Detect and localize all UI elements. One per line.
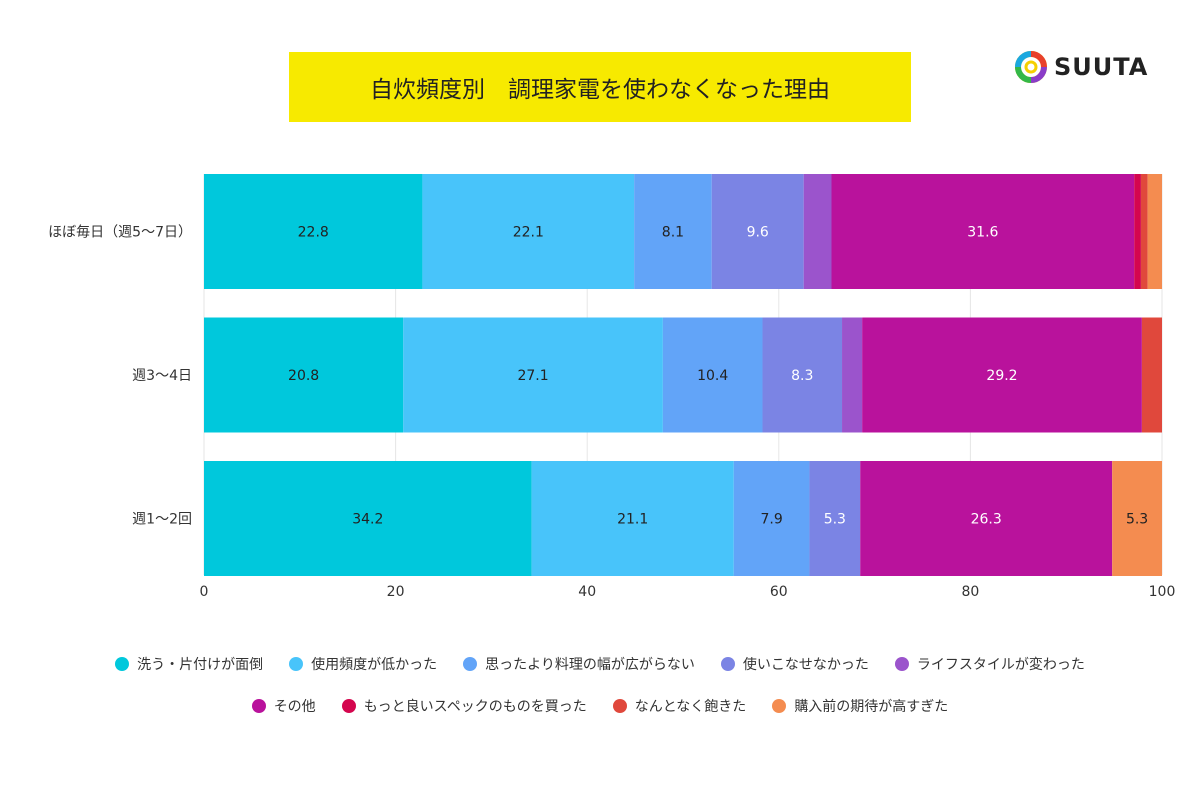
- bar-segment: [204, 317, 404, 433]
- legend-item: ライフスタイルが変わった: [894, 654, 1085, 674]
- legend-swatch: [341, 699, 356, 713]
- bar-segment: [1141, 317, 1162, 433]
- bar-segment: [831, 174, 1135, 289]
- bar-segment: [662, 317, 763, 433]
- legend-label: その他: [273, 699, 316, 715]
- legend-swatch: [115, 657, 130, 671]
- legend-item: その他: [251, 696, 316, 716]
- legend-item: 思ったより料理の幅が広がらない: [463, 654, 695, 674]
- legend-item: 使いこなせなかった: [720, 654, 869, 674]
- legend-label: 使いこなせなかった: [742, 657, 869, 673]
- bar-segment: [711, 174, 804, 289]
- data-label: 21.1: [617, 512, 648, 528]
- legend-item: もっと良いスペックのものを買った: [341, 696, 587, 716]
- bar-segment: [842, 317, 863, 433]
- legend-row-1: 洗う・片付けが面倒 使用頻度が低かった 思ったより料理の幅が広がらない 使いこなせなか…: [0, 654, 1200, 674]
- category-label: 週1〜2回: [132, 512, 192, 528]
- legend-label: 洗う・片付けが面倒: [137, 657, 264, 673]
- legend-swatch: [772, 699, 787, 713]
- bar-segment: [862, 317, 1142, 433]
- data-label: 9.6: [747, 225, 769, 241]
- legend-swatch: [894, 657, 909, 671]
- legend-swatch: [720, 657, 735, 671]
- legend-label: 購入前の期待が高すぎた: [794, 699, 949, 715]
- category-label: 週3〜4日: [132, 368, 192, 384]
- data-label: 8.1: [662, 225, 684, 241]
- bar-segment: [204, 174, 423, 289]
- bar-segment: [1112, 461, 1162, 576]
- category-label: ほぼ毎日（週5〜7日）: [48, 225, 192, 241]
- legend-label: 使用頻度が低かった: [311, 657, 438, 673]
- logo-ring-icon: [1015, 51, 1047, 83]
- data-label: 22.1: [513, 225, 544, 241]
- legend-swatch: [612, 699, 627, 713]
- data-label: 10.4: [697, 368, 728, 384]
- legend-swatch: [251, 699, 266, 713]
- x-tick-label: 80: [961, 584, 979, 600]
- legend-swatch: [289, 657, 304, 671]
- legend-swatch: [463, 657, 478, 671]
- x-tick-label: 0: [200, 584, 209, 600]
- bar-segment: [422, 174, 635, 289]
- legend-item: 購入前の期待が高すぎた: [772, 696, 948, 716]
- bar-segment: [1140, 174, 1148, 289]
- data-label: 7.9: [760, 512, 782, 528]
- bar-segment: [1134, 174, 1141, 289]
- x-tick-label: 40: [578, 584, 596, 600]
- bar-segment: [531, 461, 734, 576]
- logo: SUUTA: [1014, 50, 1148, 84]
- bar-segment: [733, 461, 810, 576]
- bar-segment: [204, 461, 532, 576]
- chart-title: 自炊頻度別 調理家電を使わなくなった理由: [289, 52, 911, 122]
- bar-segment: [403, 317, 663, 433]
- data-label: 5.3: [824, 512, 846, 528]
- legend-item: 洗う・片付けが面倒: [115, 654, 263, 674]
- logo-text: SUUTA: [1054, 53, 1149, 81]
- legend-item: 使用頻度が低かった: [289, 654, 437, 674]
- legend-label: もっと良いスペックのものを買った: [363, 699, 587, 715]
- data-label: 27.1: [517, 368, 548, 384]
- bar-chart: 0 20 40 60 80 100 ほぼ毎日（週5〜7日） 22.8 22.1 8.1 9.6 31.…: [48, 174, 1176, 600]
- bar-segment: [1147, 174, 1162, 289]
- legend-label: 思ったより料理の幅が広がらない: [485, 657, 695, 673]
- bar-segment: [634, 174, 712, 289]
- legend-row-2: その他 もっと良いスペックのものを買った なんとなく飽きた 購入前の期待が高すぎた: [0, 696, 1200, 716]
- bar-segment: [803, 174, 832, 289]
- data-label: 29.2: [986, 368, 1017, 384]
- data-label: 31.6: [967, 225, 998, 241]
- legend-item: なんとなく飽きた: [612, 696, 747, 716]
- bar-segment: [860, 461, 1113, 576]
- x-tick-label: 20: [387, 584, 405, 600]
- data-label: 5.3: [1126, 512, 1148, 528]
- data-label: 26.3: [971, 512, 1002, 528]
- x-tick-label: 60: [770, 584, 788, 600]
- legend-label: ライフスタイルが変わった: [916, 657, 1085, 673]
- data-label: 34.2: [352, 512, 383, 528]
- data-label: 20.8: [288, 368, 319, 384]
- bar-segment: [762, 317, 843, 433]
- data-label: 22.8: [298, 225, 329, 241]
- legend-label: なんとなく飽きた: [634, 699, 747, 715]
- x-tick-label: 100: [1149, 584, 1176, 600]
- data-label: 8.3: [791, 368, 813, 384]
- bar-segment: [809, 461, 861, 576]
